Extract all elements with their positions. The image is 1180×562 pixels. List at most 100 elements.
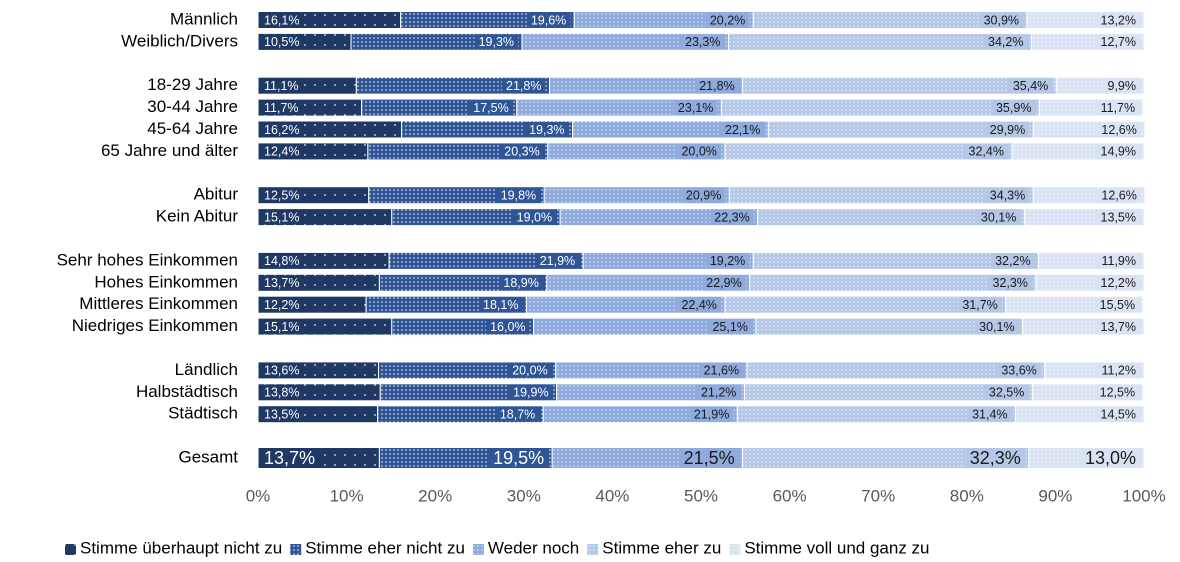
category-label: Mittleres Einkommen bbox=[79, 294, 238, 313]
value-label-bg bbox=[1096, 12, 1140, 28]
value-label: 19,5% bbox=[493, 448, 544, 468]
value-label: 18,7% bbox=[500, 407, 535, 421]
value-label: 20,3% bbox=[504, 145, 539, 159]
value-label-group: 31,4% bbox=[968, 406, 1012, 422]
value-label-group: 9,9% bbox=[1103, 78, 1140, 94]
value-label-group: 30,1% bbox=[975, 319, 1019, 335]
value-label: 29,9% bbox=[990, 123, 1025, 137]
value-label-group: 33,6% bbox=[997, 362, 1041, 378]
value-label-group: 15,5% bbox=[1095, 297, 1140, 313]
value-label-group: 34,2% bbox=[984, 34, 1028, 50]
value-label: 34,2% bbox=[988, 35, 1023, 49]
value-label-group: 30,1% bbox=[976, 209, 1021, 225]
value-label: 13,7% bbox=[264, 448, 315, 468]
value-label-bg bbox=[502, 78, 546, 94]
value-label: 11,2% bbox=[1101, 364, 1136, 378]
category-label: 18-29 Jahre bbox=[147, 75, 238, 94]
value-label: 14,5% bbox=[1101, 407, 1136, 421]
value-label: 11,7% bbox=[264, 101, 299, 115]
value-label-group: 12,6% bbox=[1097, 122, 1141, 137]
value-label-bg bbox=[260, 384, 304, 400]
value-label-bg bbox=[489, 448, 549, 468]
value-label-group: 11,2% bbox=[1097, 362, 1140, 378]
value-label-group: 14,5% bbox=[1096, 406, 1140, 422]
value-label: 19,0% bbox=[517, 210, 552, 224]
value-label-bg bbox=[988, 275, 1032, 291]
value-label: 13,0% bbox=[1085, 448, 1136, 468]
value-label-group: 19,8% bbox=[496, 187, 541, 203]
value-label-group: 22,3% bbox=[710, 209, 754, 225]
value-label: 16,2% bbox=[264, 123, 299, 137]
value-label-bg bbox=[260, 12, 304, 28]
value-label: 16,1% bbox=[264, 13, 299, 27]
value-label-bg bbox=[710, 209, 754, 225]
value-label-group: 12,5% bbox=[260, 187, 304, 203]
category-label: 45-64 Jahre bbox=[147, 119, 238, 138]
legend-swatch bbox=[729, 544, 741, 555]
value-label: 18,9% bbox=[503, 276, 538, 290]
value-label-bg bbox=[1096, 100, 1140, 116]
value-label-group: 25,1% bbox=[708, 319, 752, 335]
value-label-bg bbox=[486, 319, 530, 335]
value-label: 12,2% bbox=[264, 298, 299, 312]
category-label: Männlich bbox=[170, 9, 238, 28]
value-label-group: 18,1% bbox=[479, 297, 523, 313]
value-label: 11,7% bbox=[1101, 101, 1136, 115]
value-label-bg bbox=[689, 406, 734, 422]
value-label-group: 19,5% bbox=[489, 448, 549, 468]
legend-label: Stimme eher zu bbox=[602, 538, 721, 557]
value-label-group: 11,9% bbox=[1097, 253, 1140, 269]
value-label-bg bbox=[1096, 143, 1140, 159]
value-label-group: 11,1% bbox=[260, 78, 303, 94]
value-label-bg bbox=[499, 275, 543, 291]
x-tick-label: 100% bbox=[1122, 486, 1165, 505]
value-label: 21,2% bbox=[701, 386, 736, 400]
value-label: 12,5% bbox=[264, 188, 299, 202]
value-label: 35,9% bbox=[996, 101, 1031, 115]
value-label-group: 13,5% bbox=[260, 406, 304, 422]
value-label-bg bbox=[699, 362, 744, 378]
value-label-bg bbox=[260, 78, 303, 94]
value-label: 21,9% bbox=[540, 254, 575, 268]
value-label-group: 19,9% bbox=[509, 384, 553, 400]
value-label: 33,6% bbox=[1001, 364, 1036, 378]
value-label-bg bbox=[512, 209, 557, 225]
value-label-group: 13,8% bbox=[260, 384, 304, 400]
value-label-bg bbox=[965, 448, 1025, 468]
value-label-bg bbox=[496, 187, 541, 203]
bar-segment bbox=[720, 98, 1040, 117]
category-label: Gesamt bbox=[178, 447, 238, 466]
value-label-bg bbox=[677, 143, 721, 159]
value-label: 31,7% bbox=[962, 298, 997, 312]
legend-label: Stimme eher nicht zu bbox=[305, 538, 465, 557]
value-label: 12,2% bbox=[1101, 276, 1136, 290]
value-label-bg bbox=[991, 100, 1036, 116]
value-label: 13,7% bbox=[264, 276, 299, 290]
value-label-bg bbox=[260, 297, 304, 313]
value-label-group: 20,2% bbox=[705, 12, 750, 28]
value-label-bg bbox=[975, 319, 1019, 335]
value-label-bg bbox=[1095, 384, 1140, 400]
value-label-group: 14,8% bbox=[260, 253, 304, 269]
value-label-group: 32,3% bbox=[965, 448, 1025, 468]
value-label-bg bbox=[1097, 187, 1141, 203]
value-label-bg bbox=[1097, 362, 1140, 378]
value-label-bg bbox=[500, 143, 544, 159]
value-label-bg bbox=[705, 253, 750, 269]
value-label-bg bbox=[984, 34, 1028, 50]
value-label: 22,3% bbox=[714, 210, 749, 224]
legend-label: Stimme voll und ganz zu bbox=[744, 538, 929, 557]
value-label-group: 14,9% bbox=[1096, 143, 1140, 159]
value-label: 25,1% bbox=[712, 320, 747, 334]
value-label-bg bbox=[1096, 275, 1140, 291]
value-label-bg bbox=[976, 209, 1021, 225]
value-label-bg bbox=[720, 122, 765, 137]
value-label: 21,5% bbox=[684, 448, 735, 468]
x-tick-label: 10% bbox=[330, 486, 364, 505]
value-label-bg bbox=[1096, 209, 1140, 225]
value-label-group: 13,5% bbox=[1096, 209, 1140, 225]
value-label-group: 22,4% bbox=[677, 297, 721, 313]
value-label: 20,2% bbox=[710, 13, 745, 27]
value-label-group: 12,5% bbox=[1095, 384, 1140, 400]
value-label-bg bbox=[681, 187, 726, 203]
